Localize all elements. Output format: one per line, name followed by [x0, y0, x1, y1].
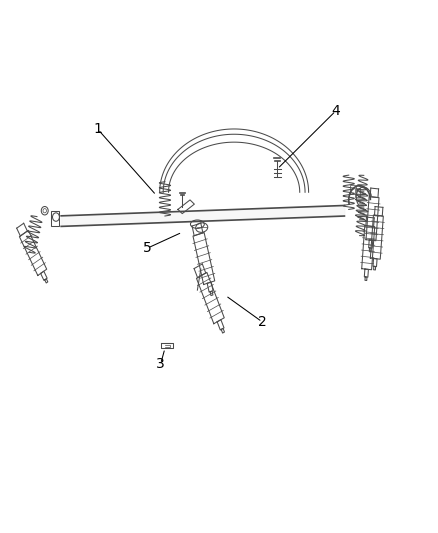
Text: 1: 1 — [93, 123, 102, 136]
Text: 5: 5 — [143, 241, 152, 255]
Text: 3: 3 — [156, 357, 165, 371]
Bar — [350, 185, 356, 194]
Bar — [355, 188, 360, 197]
Text: 4: 4 — [332, 104, 340, 118]
Text: 2: 2 — [258, 315, 267, 329]
Bar — [51, 211, 59, 226]
